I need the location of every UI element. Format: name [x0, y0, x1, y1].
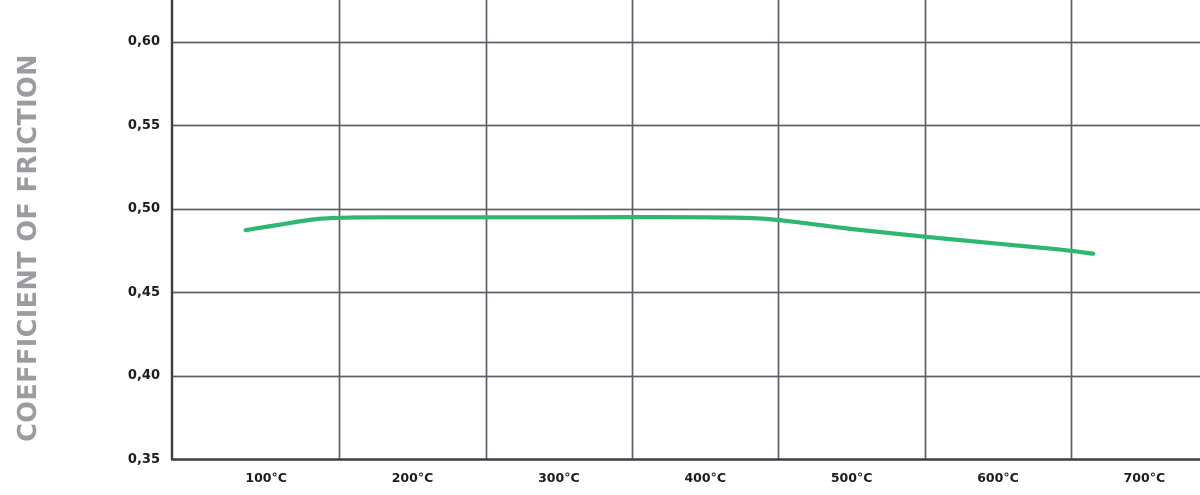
- x-tick-label: 700°C: [1123, 470, 1166, 485]
- x-tick-label: 400°C: [684, 470, 727, 485]
- x-tick-label: 500°C: [830, 470, 873, 485]
- x-tick-label: 600°C: [977, 470, 1019, 485]
- x-tick-label: 100°C: [245, 470, 287, 485]
- y-tick-label: 0,35: [127, 451, 160, 467]
- vertical-gridlines: [338, 0, 1073, 459]
- x-tick-label: 200°C: [391, 470, 434, 485]
- horizontal-gridlines: [171, 41, 1200, 378]
- x-tick-label: 300°C: [538, 470, 580, 485]
- y-tick-label: 0,40: [127, 368, 160, 384]
- y-tick-label: 0,55: [127, 117, 160, 133]
- data-series-line: [243, 215, 1096, 256]
- y-tick-label: 0,60: [127, 34, 160, 50]
- y-tick-label: 0,45: [127, 284, 160, 300]
- y-tick-label: 0,50: [127, 201, 160, 217]
